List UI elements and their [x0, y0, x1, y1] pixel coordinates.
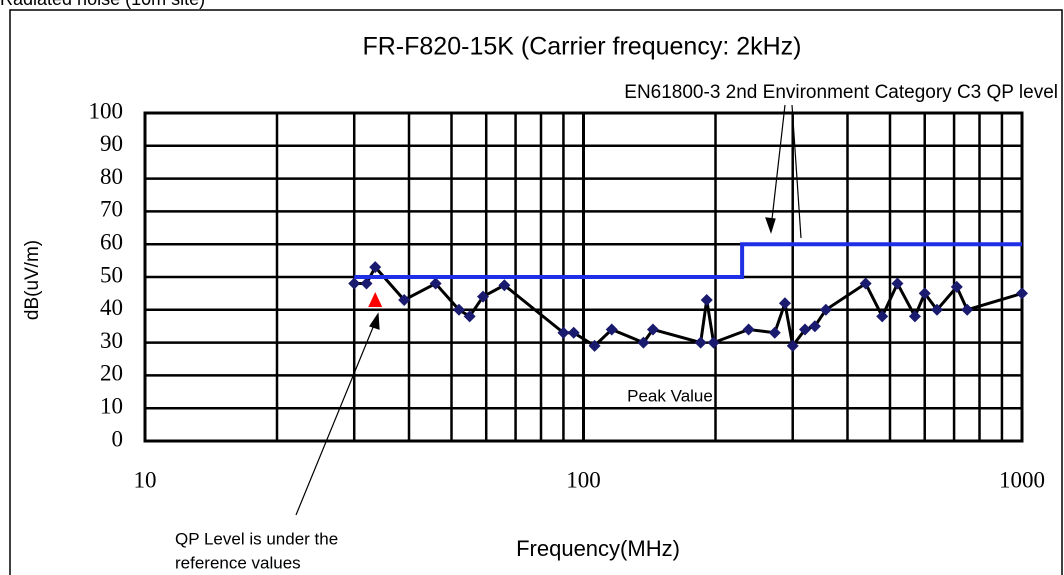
- marker: [694, 336, 707, 349]
- marker: [1016, 287, 1028, 300]
- y-axis-label: dB(uV/m): [22, 240, 43, 320]
- y-tick-label: 40: [100, 295, 123, 320]
- plot-frame: [143, 111, 1024, 443]
- marker: [950, 280, 963, 293]
- marker: [742, 323, 755, 336]
- y-tick-label: 80: [100, 164, 123, 189]
- chart-title: FR-F820-15K (Carrier frequency: 2kHz): [362, 33, 801, 61]
- limit-label: EN61800-3 2nd Environment Category C3 QP…: [624, 82, 1058, 103]
- marker: [891, 277, 904, 290]
- marker: [463, 310, 476, 323]
- marker: [452, 303, 465, 316]
- marker: [819, 303, 832, 316]
- marker: [567, 326, 580, 339]
- arrow-head: [369, 312, 380, 330]
- marker: [368, 291, 383, 307]
- y-tick-label: 100: [89, 98, 124, 123]
- y-tick-label: 60: [100, 229, 123, 254]
- frame: [9, 9, 1063, 575]
- marker: [477, 290, 490, 303]
- y-tick-label: 0: [112, 426, 124, 451]
- marker: [931, 303, 944, 316]
- marker: [429, 277, 442, 290]
- series-label: Peak Value: [627, 386, 713, 405]
- marker: [778, 297, 791, 310]
- y-tick-label: 50: [100, 262, 123, 287]
- y-tick-label: 90: [100, 131, 123, 156]
- x-tick-label: 1000: [999, 467, 1045, 492]
- y-tick-label: 30: [100, 328, 123, 353]
- marker: [876, 310, 889, 323]
- marker: [646, 323, 659, 336]
- marker: [348, 277, 361, 290]
- x-tick-label: 10: [134, 467, 157, 492]
- marker: [859, 277, 872, 290]
- marker: [637, 336, 650, 349]
- marker: [700, 293, 713, 306]
- marker: [799, 323, 812, 336]
- marker: [360, 277, 373, 290]
- marker: [707, 336, 720, 349]
- qp-note: QP Level is under the: [175, 529, 338, 548]
- marker: [908, 310, 921, 323]
- arrow: [295, 319, 377, 516]
- marker: [918, 287, 931, 300]
- arrow: [770, 104, 786, 229]
- qp-note: reference values: [175, 553, 301, 572]
- marker: [605, 323, 618, 336]
- marker: [398, 293, 411, 306]
- x-tick-label: 100: [566, 467, 601, 492]
- marker: [808, 320, 821, 333]
- marker: [768, 326, 781, 339]
- marker: [557, 326, 570, 339]
- arrow-head: [765, 217, 776, 234]
- y-tick-label: 20: [100, 361, 123, 386]
- y-tick-label: 10: [100, 393, 123, 418]
- marker: [588, 339, 601, 352]
- header: Radiated noise (10m site): [0, 0, 205, 9]
- marker: [369, 261, 382, 274]
- y-tick-label: 70: [100, 197, 123, 222]
- x-axis-label: Frequency(MHz): [516, 536, 680, 561]
- marker: [786, 339, 799, 352]
- series-line: [354, 264, 1023, 350]
- series-line: [354, 242, 1022, 279]
- marker: [498, 279, 511, 292]
- marker: [961, 303, 974, 316]
